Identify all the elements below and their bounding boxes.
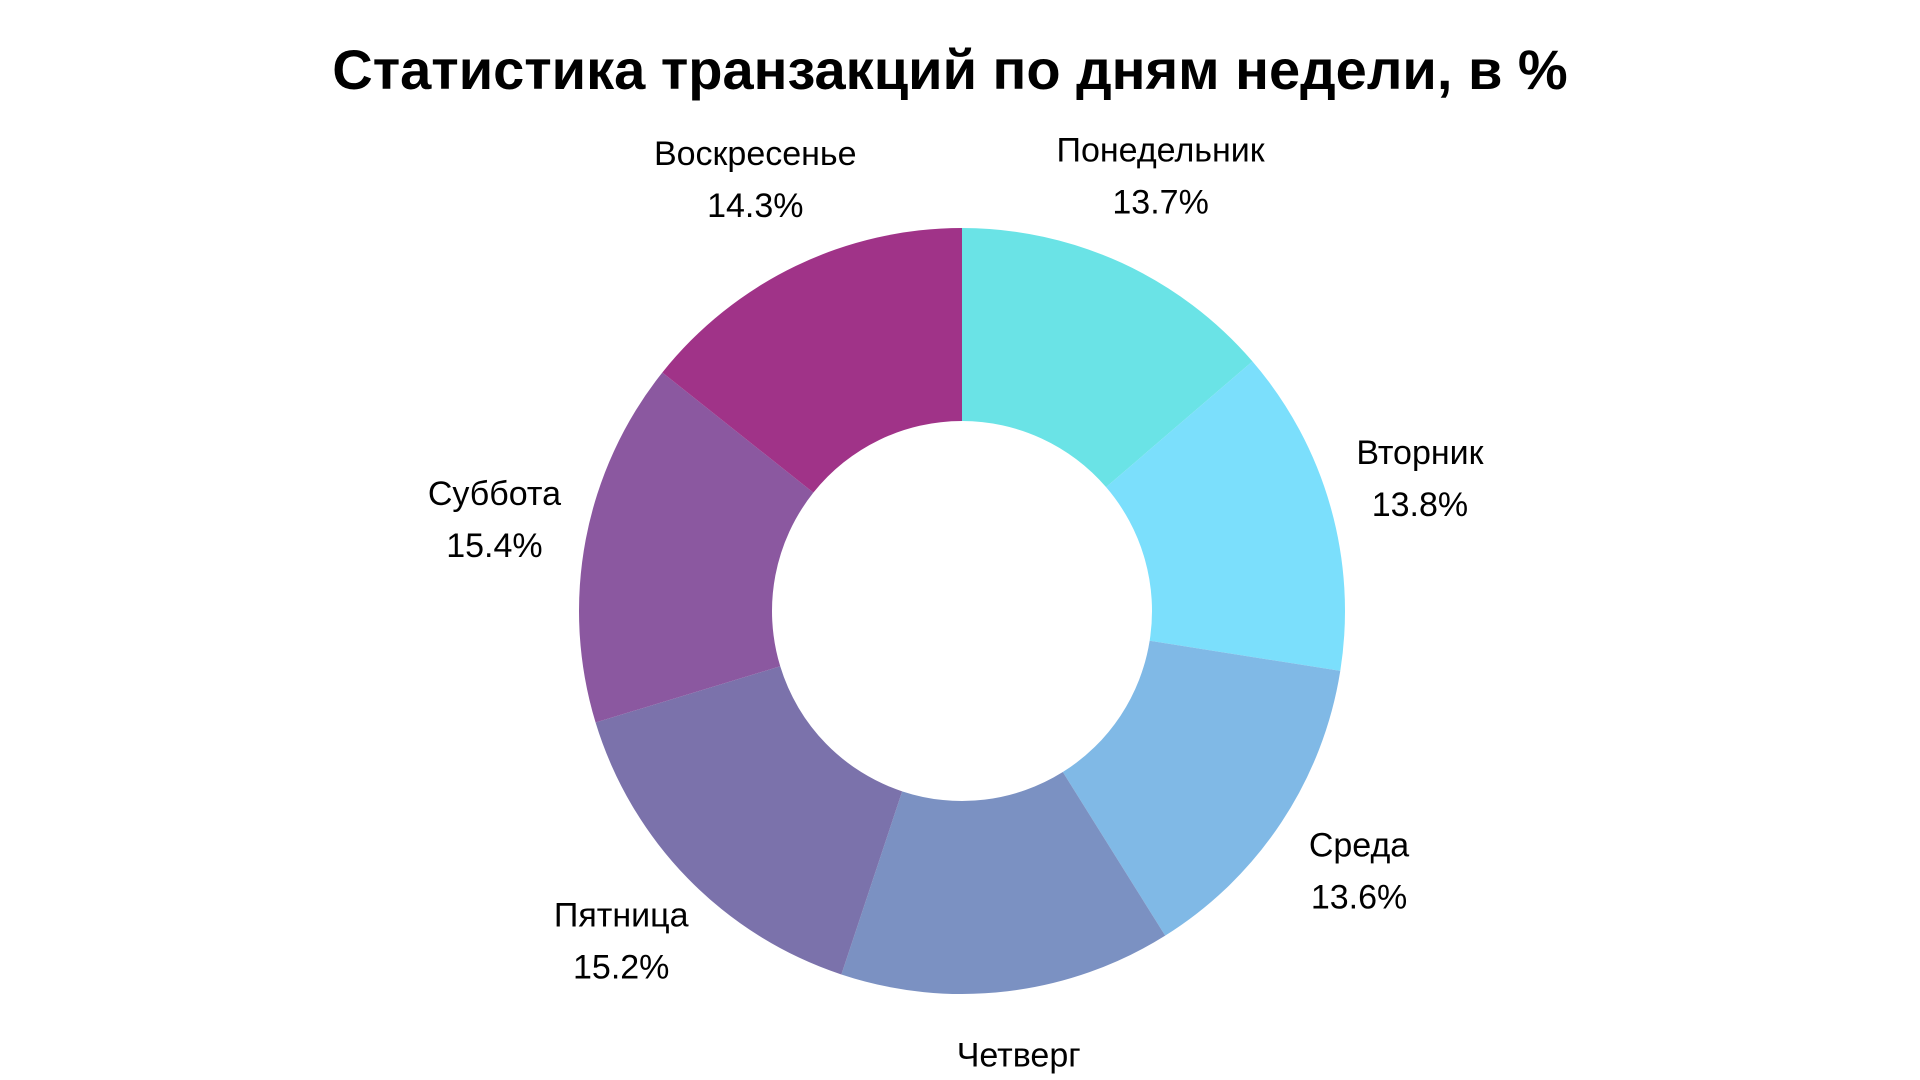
chart-title: Статистика транзакций по дням недели, в …	[332, 38, 1567, 101]
donut-slice	[841, 772, 1166, 994]
donut-slice	[1062, 640, 1341, 936]
value-label: 13.7%	[1112, 183, 1208, 221]
value-label: 13.8%	[1372, 486, 1468, 524]
slice-label: Воскресенье	[654, 135, 857, 173]
slice-label: Вторник	[1356, 434, 1484, 472]
donut-slice	[595, 666, 903, 975]
slice-label: Суббота	[428, 475, 561, 513]
slice-label: Пятница	[554, 896, 689, 934]
donut-slice	[662, 228, 962, 493]
donut-slice	[579, 372, 814, 723]
value-label: 15.4%	[446, 527, 542, 565]
donut-slice	[962, 228, 1253, 488]
value-label: 15.2%	[573, 948, 669, 986]
value-label: 14.3%	[707, 187, 803, 225]
donut-slice	[1106, 361, 1345, 671]
slice-label: Четверг	[957, 1037, 1081, 1075]
slice-label: Среда	[1309, 827, 1409, 865]
value-label: 13.6%	[1311, 879, 1407, 917]
slice-label: Понедельник	[1057, 131, 1266, 169]
